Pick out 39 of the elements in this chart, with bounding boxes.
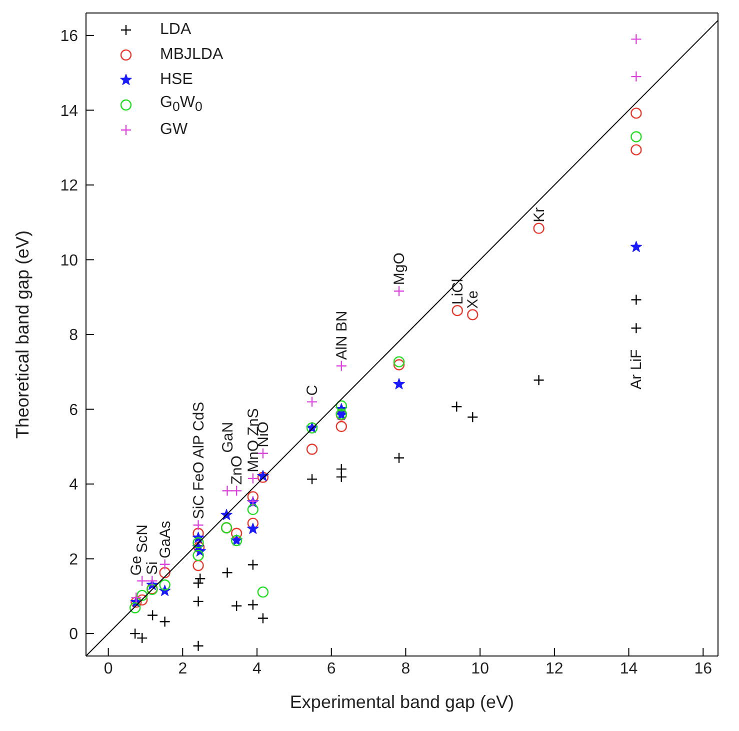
y-tick-label: 6 — [69, 402, 78, 419]
x-tick-label: 12 — [546, 660, 564, 678]
annotation: C — [304, 384, 322, 396]
annotation: Kr — [530, 207, 548, 222]
legend-label: LDA — [160, 20, 192, 38]
legend-label: HSE — [160, 70, 193, 88]
annotation: ScN — [134, 524, 152, 553]
annotation: AlN BN — [333, 310, 350, 360]
annotation: GaN — [219, 422, 236, 453]
y-tick-label: 8 — [69, 327, 78, 344]
y-tick-label: 12 — [60, 178, 78, 195]
y-tick-label: 14 — [60, 102, 78, 120]
annotation: ZnO — [228, 456, 246, 485]
y-axis-title: Theoretical band gap (eV) — [12, 230, 32, 439]
y-tick-label: 2 — [69, 551, 78, 568]
annotation: SiC FeO AlP CdS — [190, 402, 208, 520]
x-tick-label: 8 — [401, 660, 410, 678]
annotation: Si — [144, 562, 162, 575]
x-tick-label: 0 — [104, 660, 113, 678]
legend-label: MBJLDA — [160, 46, 224, 64]
annotation: Ge — [128, 556, 146, 576]
x-tick-label: 4 — [252, 660, 262, 678]
x-tick-label: 16 — [694, 660, 712, 678]
x-tick-label: 10 — [471, 660, 490, 678]
legend-label: G$_{0}$W$_{0}$ — [160, 94, 202, 115]
x-tick-label: 2 — [178, 660, 188, 678]
y-tick-label: 0 — [69, 626, 78, 644]
y-tick-label: 16 — [60, 28, 78, 46]
y-tick-label: 4 — [69, 476, 78, 494]
x-tick-label: 14 — [620, 660, 638, 678]
x-tick-label: 6 — [326, 660, 336, 678]
annotation: Xe — [464, 290, 482, 309]
x-axis-title: Experimental band gap (eV) — [290, 692, 514, 712]
annotation: Ar LiF — [628, 349, 646, 390]
legend-label: GW — [160, 120, 188, 138]
annotation: GaAs — [156, 520, 174, 558]
annotation: MgO — [391, 252, 408, 286]
annotation: LiCl — [449, 278, 466, 305]
y-tick-label: 10 — [60, 252, 78, 270]
